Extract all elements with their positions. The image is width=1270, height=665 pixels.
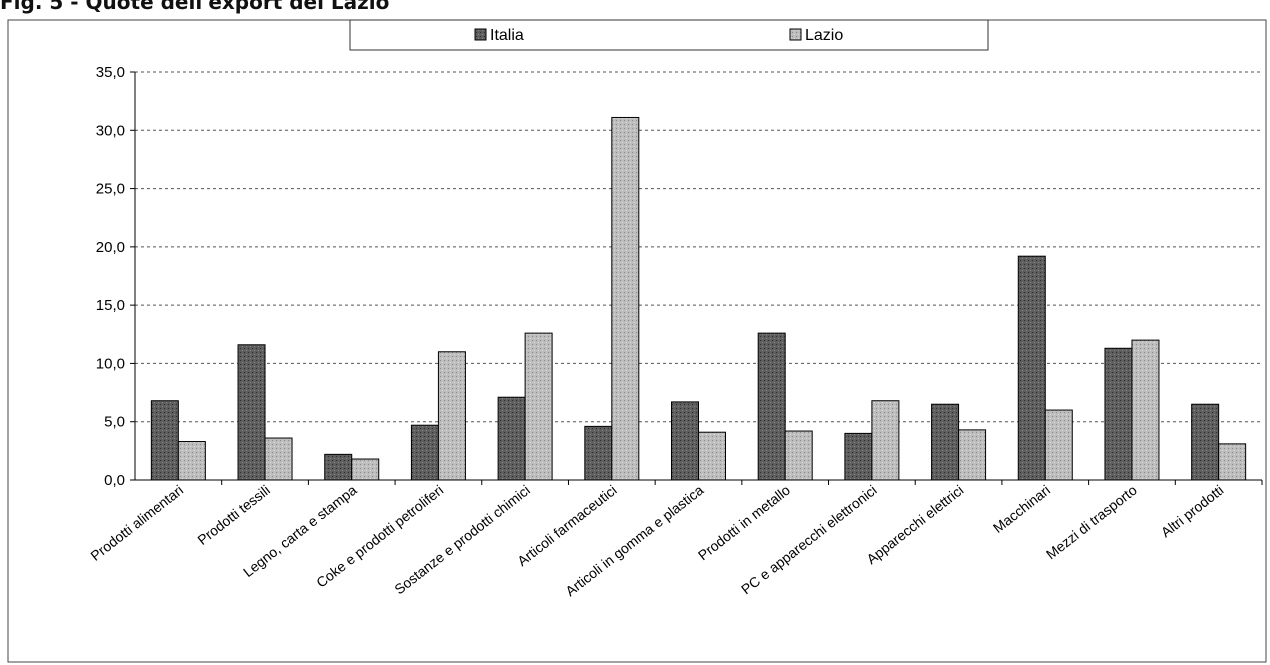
bar-lazio (1218, 443, 1247, 481)
bar-italia (1104, 347, 1133, 481)
x-category-label: Altri prodotti (1158, 482, 1227, 541)
x-category-label: PC e apparecchi elettronici (738, 482, 880, 598)
x-category-label: Prodotti alimentari (87, 482, 186, 564)
x-category-label: Macchinari (990, 482, 1053, 536)
bar-italia (1017, 255, 1046, 481)
legend-box (349, 19, 989, 51)
y-tick-label: 25,0 (96, 181, 125, 198)
bars (150, 116, 1247, 481)
bar-italia (410, 424, 439, 481)
y-tick-label: 0,0 (104, 472, 125, 489)
y-axis: 0,0 5,0 10,0 15,0 20,0 25,0 30,0 35,0 (96, 64, 136, 489)
bar-lazio (784, 430, 813, 481)
bar-italia (237, 344, 266, 481)
bar-italia (497, 396, 526, 481)
x-category-label: Prodotti tessili (194, 482, 273, 548)
bar-italia (671, 401, 699, 481)
legend-swatch-italia (474, 28, 487, 41)
bar-italia (757, 332, 786, 481)
bar-lazio (177, 441, 206, 481)
bar-lazio (351, 458, 380, 481)
bar-lazio (698, 431, 726, 481)
bar-lazio (437, 351, 466, 481)
figure-caption: Fig. 5 - Quote dell'export del Lazio (0, 0, 390, 14)
x-category-label: Articoli in gomma e plastica (562, 482, 706, 600)
y-tick-label: 10,0 (96, 355, 125, 372)
bar-italia (584, 425, 613, 481)
y-tick-label: 30,0 (96, 122, 125, 139)
bar-lazio (524, 332, 553, 481)
y-tick-label: 20,0 (96, 239, 125, 256)
y-tick-label: 15,0 (96, 297, 125, 314)
x-category-label: Prodotti in metallo (695, 482, 793, 564)
bar-italia (150, 400, 179, 481)
legend-label-lazio: Lazio (805, 27, 843, 44)
bar-italia (844, 432, 873, 481)
bar-lazio (264, 437, 293, 481)
gridlines (135, 71, 1262, 423)
x-axis: Prodotti alimentari Prodotti tessiliLegno… (87, 479, 1263, 600)
x-category-label: Mezzi di trasporto (1043, 482, 1140, 563)
legend-swatch-lazio (789, 28, 802, 41)
bar-italia (324, 453, 353, 481)
legend-label-italia: Italia (490, 27, 524, 44)
bar-lazio (611, 116, 640, 481)
y-tick-label: 35,0 (96, 64, 125, 81)
bar-lazio (958, 429, 987, 481)
bar-italia (1191, 403, 1220, 481)
bar-lazio (1131, 339, 1160, 481)
x-category-label: Sostanze e prodotti chimici (391, 482, 533, 598)
bar-lazio (1044, 409, 1073, 481)
bar-lazio (871, 400, 900, 481)
bar-italia (931, 403, 960, 481)
y-tick-label: 5,0 (104, 414, 125, 431)
legend: Italia Lazio (349, 19, 989, 51)
